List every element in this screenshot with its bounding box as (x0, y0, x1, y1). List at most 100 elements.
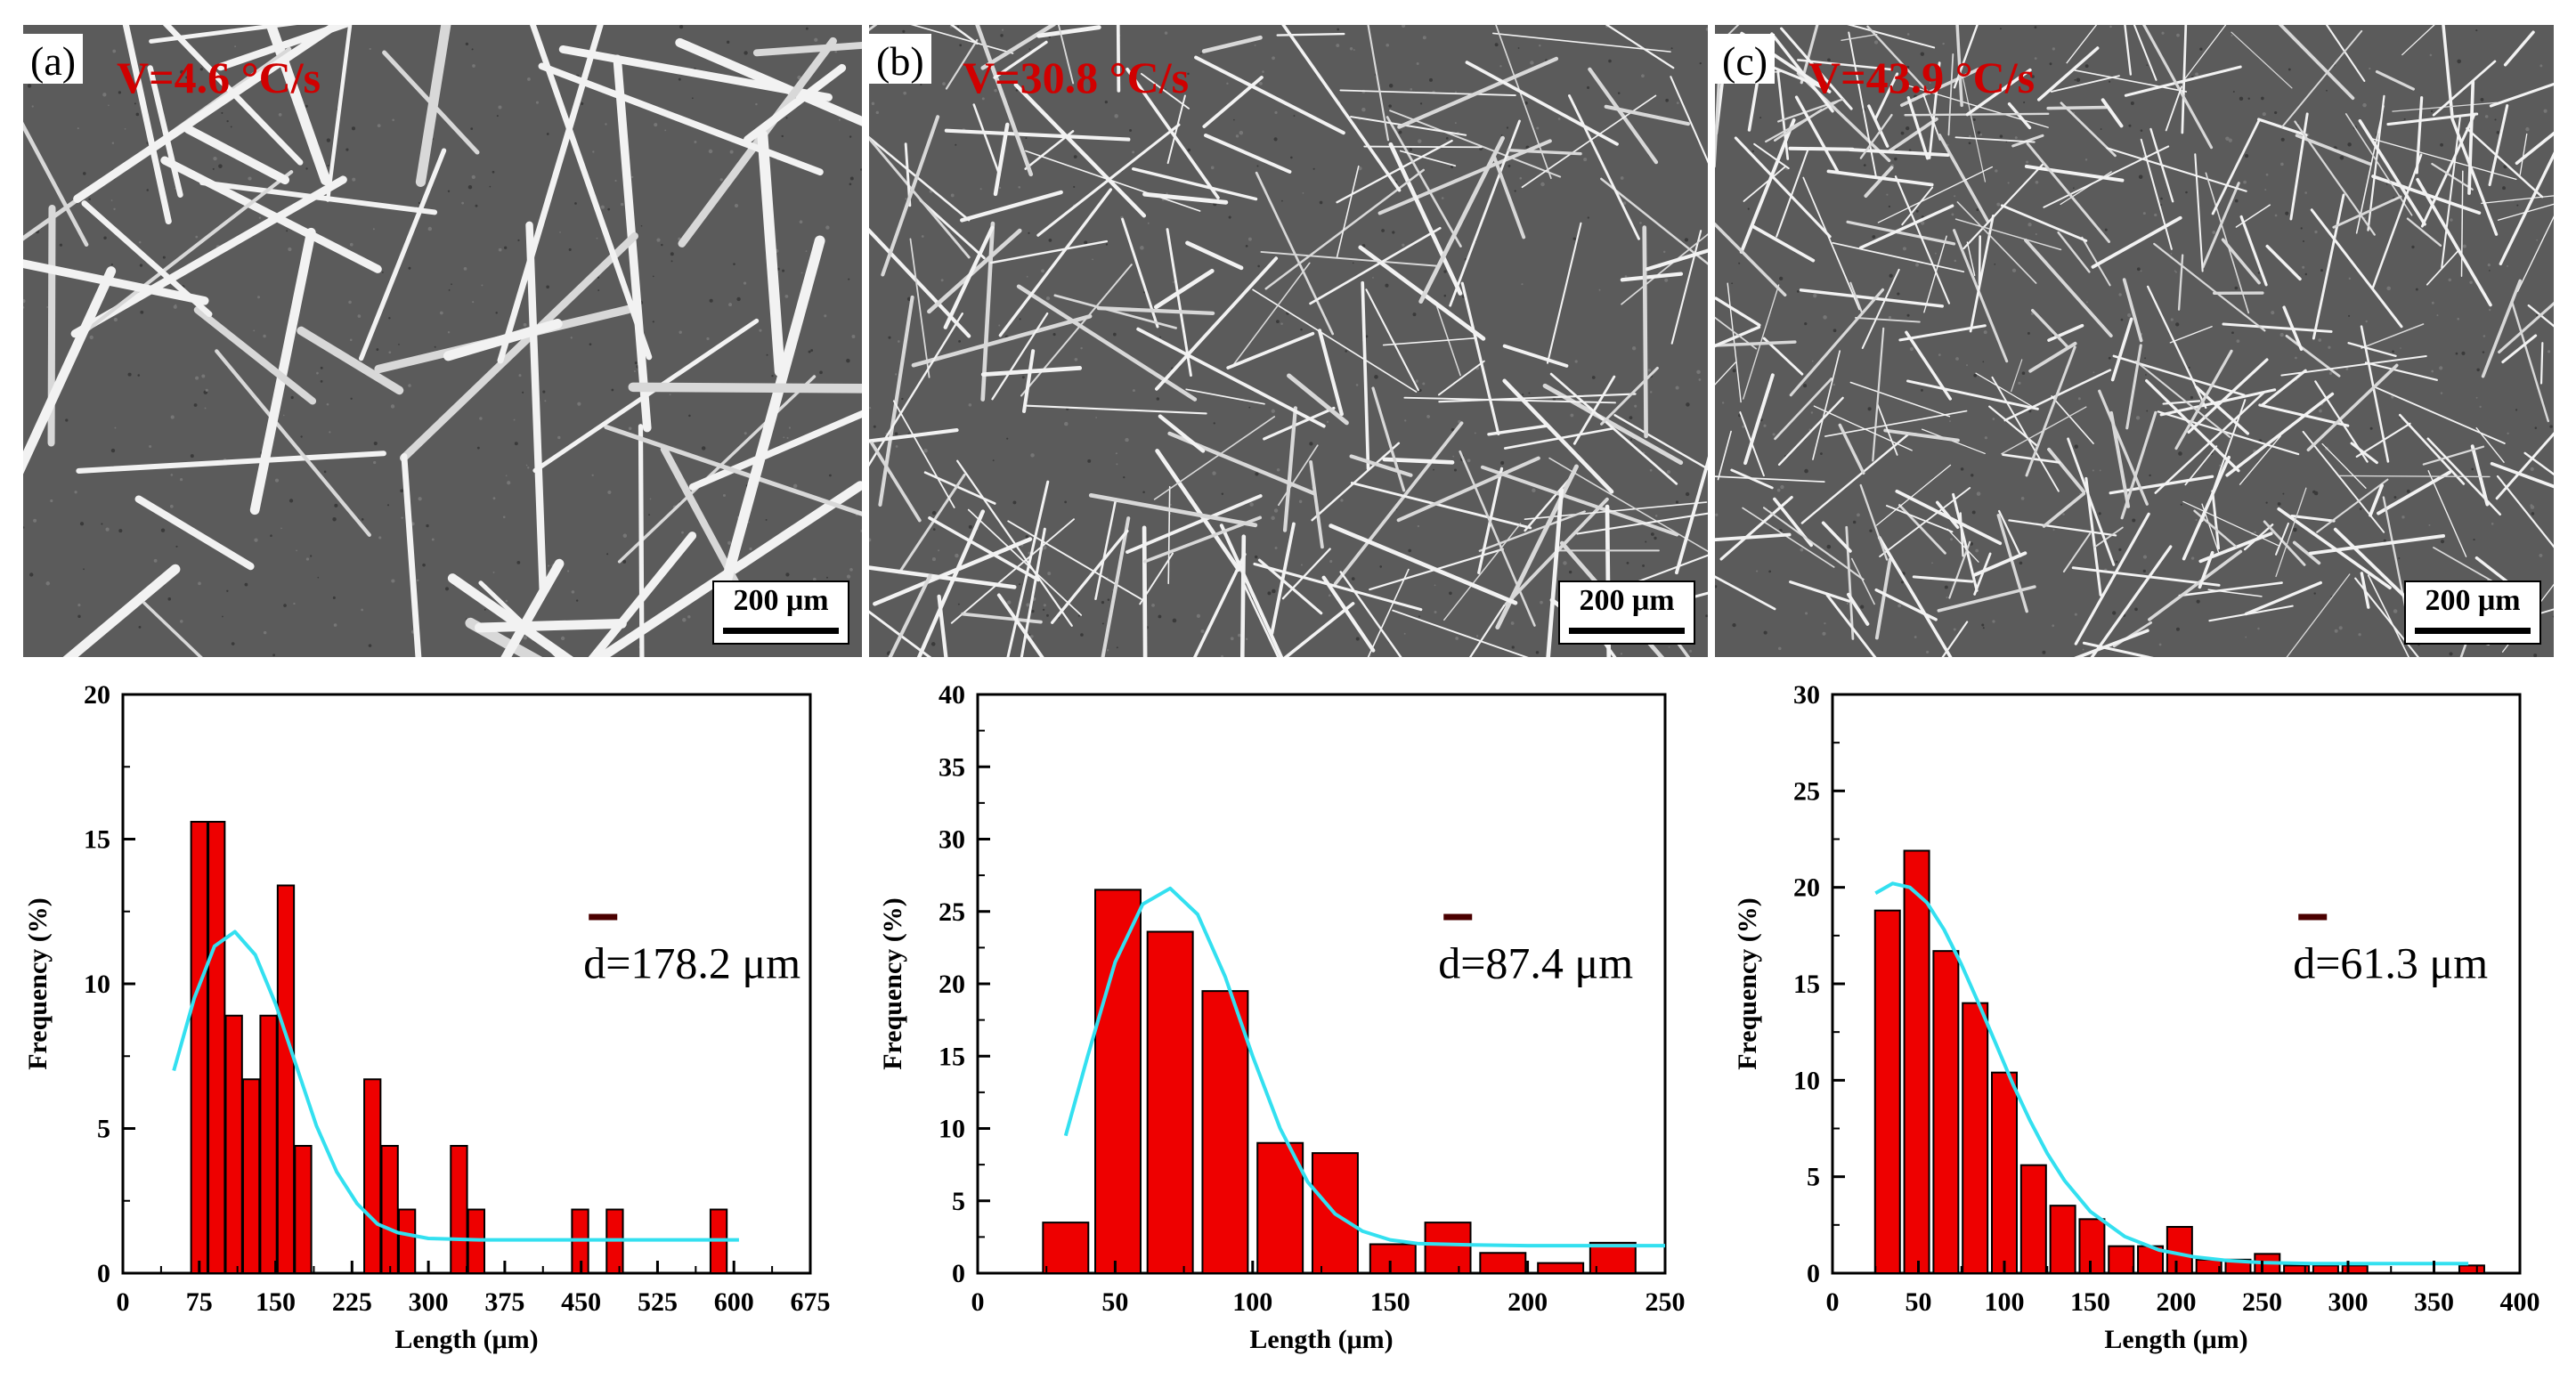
micrograph-speck (1267, 591, 1271, 595)
y-tick-label: 20 (84, 680, 110, 710)
micrograph-speck (1950, 538, 1953, 540)
micrograph-speck (1248, 407, 1250, 409)
micrograph-speck (2076, 77, 2081, 82)
micrograph-speck (170, 505, 174, 508)
micrograph-speck (1381, 229, 1385, 232)
micrograph-speck (167, 597, 171, 601)
micrograph-speck (324, 471, 327, 474)
micrograph-speck (825, 225, 829, 229)
micrograph-speck (115, 427, 117, 429)
micrograph-speck (1233, 119, 1235, 121)
micrograph-speck (834, 51, 837, 53)
micrograph-speck (2339, 626, 2343, 629)
micrograph-speck (2118, 293, 2121, 296)
micrograph-speck (1961, 467, 1964, 471)
micrograph-speck (1018, 186, 1020, 189)
micrograph-speck (571, 337, 573, 338)
micrograph-speck (931, 642, 936, 646)
micrograph-speck (300, 435, 302, 437)
micrograph-speck (283, 604, 287, 607)
micrograph-speck (1047, 572, 1051, 575)
micrograph-speck (1019, 583, 1020, 585)
micrograph-speck (1410, 88, 1412, 91)
micrograph-speck (2233, 91, 2235, 93)
micrograph-speck (2507, 433, 2508, 434)
micrograph-speck (1651, 532, 1654, 536)
micrograph-speck (2181, 504, 2182, 506)
x-tick-label: 50 (1906, 1287, 1932, 1317)
micrograph-speck (1822, 632, 1825, 636)
micrograph-speck (1280, 322, 1283, 325)
micrograph-speck (1173, 619, 1177, 623)
micrograph-speck (1000, 34, 1003, 37)
micrograph-speck (2121, 319, 2124, 321)
micrograph-speck (1805, 612, 1808, 614)
micrograph-speck (993, 459, 995, 461)
micrograph-speck (2431, 370, 2434, 373)
y-tick-label: 0 (952, 1259, 965, 1288)
micrograph-speck (1255, 45, 1256, 46)
micrograph-speck (321, 367, 323, 369)
micrograph-speck (2175, 322, 2179, 326)
micrograph-speck (1499, 65, 1501, 67)
micrograph-speck (2174, 270, 2176, 272)
micrograph-speck (2199, 48, 2202, 51)
micrograph-speck (449, 289, 451, 291)
micrograph-speck (33, 519, 37, 523)
micrograph-speck (670, 252, 674, 256)
micrograph-speck (475, 205, 478, 207)
micrograph-speck (1981, 624, 1984, 627)
micrograph-speck (1868, 407, 1872, 410)
micrograph-speck (527, 467, 529, 468)
micrograph-speck (493, 497, 496, 499)
micrograph-speck (1078, 615, 1080, 617)
y-tick-label: 35 (939, 752, 965, 782)
micrograph-speck (1271, 516, 1274, 520)
micrograph-speck (391, 579, 394, 582)
micrograph-speck (1700, 62, 1702, 64)
micrograph-speck (969, 403, 971, 406)
micrograph-speck (1748, 208, 1750, 210)
micrograph-speck (1222, 493, 1223, 495)
micrograph-speck (2022, 371, 2026, 375)
micrograph-speck (1151, 604, 1155, 607)
micrograph-speck (2109, 26, 2112, 28)
micrograph-speck (1385, 284, 1388, 288)
micrograph-speck (1872, 235, 1875, 239)
micrograph-speck (1095, 417, 1097, 418)
micrograph-speck (2257, 628, 2260, 630)
x-tick-label: 0 (1826, 1287, 1840, 1317)
micrograph-speck (2212, 231, 2215, 234)
micrograph-speck (1433, 469, 1434, 471)
micrograph-speck (1501, 134, 1503, 136)
micrograph-speck (2263, 112, 2266, 116)
micrograph-speck (1954, 260, 1957, 263)
micrograph-speck (108, 104, 110, 106)
micrograph-speck (1669, 646, 1670, 648)
micrograph-speck (139, 626, 142, 629)
micrograph-speck (1350, 47, 1353, 50)
micrograph-speck (785, 295, 789, 298)
micrograph-speck (2243, 181, 2247, 184)
micrograph-speck (2369, 68, 2370, 69)
micrograph-speck (1165, 31, 1167, 34)
micrograph-speck (1043, 609, 1044, 611)
micrograph-speck (1901, 580, 1904, 583)
micrograph-speck (306, 557, 309, 560)
micrograph-speck (1102, 622, 1104, 624)
micrograph-speck (1300, 329, 1303, 331)
micrograph-speck (1874, 40, 1878, 44)
micrograph-speck (2143, 555, 2147, 558)
micrograph-speck (2411, 246, 2414, 248)
micrograph-speck (2488, 264, 2491, 266)
micrograph-speck (581, 102, 583, 105)
micrograph-speck (2430, 54, 2433, 57)
micrograph-speck (2483, 351, 2484, 353)
micrograph-speck (479, 417, 483, 420)
mean-length-label: d=61.3 μm (2293, 938, 2488, 988)
micrograph-speck (398, 344, 400, 345)
micrograph-speck (1087, 459, 1091, 463)
micrograph-speck (1309, 442, 1312, 445)
micrograph-speck (428, 227, 432, 231)
micrograph-speck (435, 346, 436, 348)
